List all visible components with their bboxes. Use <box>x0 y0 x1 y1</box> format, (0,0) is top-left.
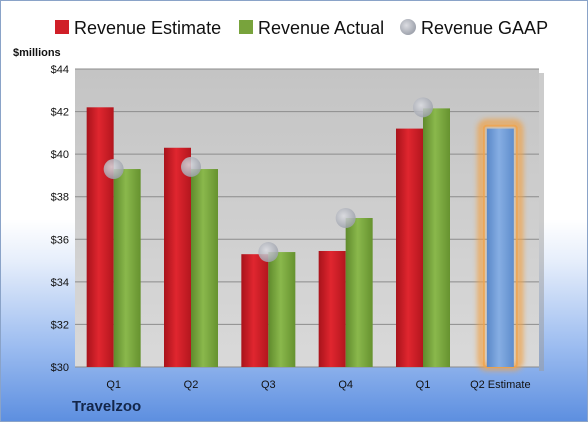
unit-label: $millions <box>13 47 61 59</box>
bar-revenue-estimate <box>86 107 114 368</box>
legend-label-estimate: Revenue Estimate <box>74 18 221 38</box>
bar-revenue-actual <box>423 108 450 367</box>
gaap-markers <box>103 97 433 263</box>
legend-label-gaap: Revenue GAAP <box>421 18 548 38</box>
bar-revenue-actual <box>191 169 218 367</box>
gridlines <box>75 68 539 368</box>
y-tick-label: $36 <box>51 234 69 246</box>
bar-revenue-actual <box>345 218 373 367</box>
x-axis-categories: Q1 Q2 Q3 Q4 Q1 Q2 Estimate <box>106 379 530 391</box>
bar-revenue-estimate <box>164 147 191 367</box>
bar-revenue-actual <box>113 169 141 367</box>
x-category-label: Q4 <box>338 379 353 391</box>
x-category-label: Q2 <box>184 379 199 391</box>
y-tick-label: $44 <box>51 64 69 76</box>
marker-revenue-gaap <box>258 242 279 263</box>
bar-revenue-estimate <box>396 128 423 367</box>
x-category-label: Q1 <box>416 379 431 391</box>
plot-shadow <box>539 73 544 371</box>
marker-revenue-gaap <box>181 156 201 177</box>
bar-revenue-actual <box>268 252 296 367</box>
legend-label-actual: Revenue Actual <box>258 18 384 38</box>
marker-revenue-gaap <box>103 159 124 180</box>
legend-swatch-actual <box>239 20 253 34</box>
plot-area <box>75 69 539 367</box>
y-axis-ticks: $30 $32 $34 $36 $38 $40 $42 $44 <box>51 64 69 374</box>
y-tick-label: $30 <box>51 362 69 374</box>
marker-revenue-gaap <box>335 208 356 228</box>
bar-q2-estimate <box>486 128 514 367</box>
legend-swatch-estimate <box>55 20 69 34</box>
bar-revenue-estimate <box>241 254 269 367</box>
x-category-label: Q3 <box>261 379 276 391</box>
y-tick-label: $34 <box>51 277 69 289</box>
company-label: Travelzoo <box>72 398 141 415</box>
y-tick-label: $42 <box>51 107 69 119</box>
x-category-label: Q1 <box>106 379 121 391</box>
marker-revenue-gaap <box>413 97 433 118</box>
bar-revenue-estimate <box>318 250 346 367</box>
y-tick-label: $32 <box>51 319 69 331</box>
x-category-label: Q2 Estimate <box>470 379 531 391</box>
y-tick-label: $38 <box>51 192 69 204</box>
legend-marker-gaap <box>400 19 416 35</box>
legend: Revenue Estimate Revenue Actual Revenue … <box>55 18 548 38</box>
bars <box>86 107 514 368</box>
y-tick-label: $40 <box>51 149 69 161</box>
